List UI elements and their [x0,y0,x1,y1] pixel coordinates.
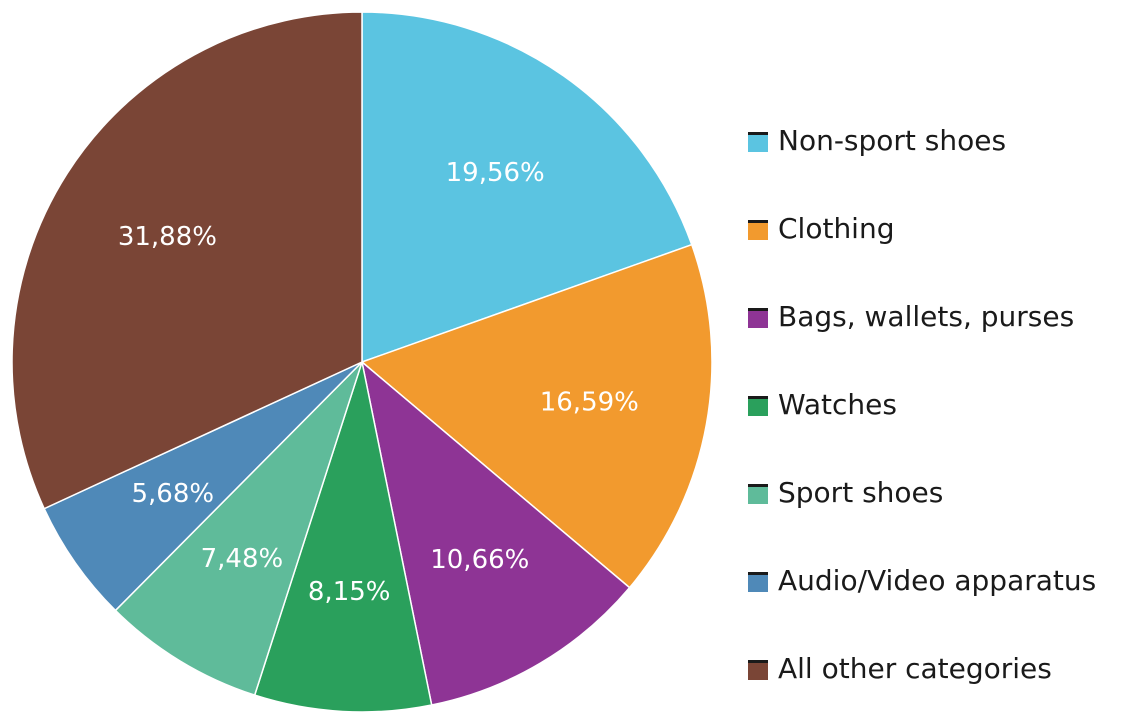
pie-slice-audio-video-apparatus [43,361,363,612]
slice-label-bags-wallets-purses: 10,66% [430,545,529,575]
slice-label-sport-shoes: 7,48% [201,544,284,574]
legend-swatch [748,572,768,592]
legend-swatch-edge [748,484,768,487]
legend-swatch [748,396,768,416]
legend-swatch [748,132,768,152]
legend-swatch-edge [748,572,768,575]
legend-label: Non-sport shoes [778,124,1006,157]
legend-item-clothing: Clothing [748,212,894,245]
legend-item-audio-video-apparatus: Audio/Video apparatus [748,564,1096,597]
legend-item-non-sport-shoes: Non-sport shoes [748,124,1006,157]
slice-label-clothing: 16,59% [540,388,639,418]
legend-label: Bags, wallets, purses [778,300,1074,333]
pie-slices [11,11,713,713]
pie-slice-clothing [360,243,713,589]
pie-slice-all-other-categories [11,11,363,510]
pie-slice-non-sport-shoes [361,11,693,364]
legend-swatch-edge [748,660,768,663]
legend-swatch-edge [748,220,768,223]
legend-swatch-edge [748,132,768,135]
legend-swatch [748,484,768,504]
pie-slice-watches [253,359,433,713]
slice-label-watches: 8,15% [308,577,391,607]
legend-swatch [748,660,768,680]
legend: Non-sport shoes Clothing Bags, wallets, pu… [748,124,1096,685]
legend-label: All other categories [778,652,1052,685]
pie-slice-sport-shoes [114,361,363,697]
slice-label-audio-video-apparatus: 5,68% [131,479,214,509]
pie-slice-bags-wallets-purses [360,360,631,706]
legend-swatch [748,308,768,328]
slice-label-non-sport-shoes: 19,56% [446,158,545,188]
legend-label: Watches [778,388,897,421]
legend-item-all-other-categories: All other categories [748,652,1052,685]
legend-item-sport-shoes: Sport shoes [748,476,943,509]
legend-label: Audio/Video apparatus [778,564,1096,597]
legend-swatch-edge [748,308,768,311]
legend-label: Clothing [778,212,894,245]
legend-swatch [748,220,768,240]
slice-label-all-other-categories: 31,88% [118,222,217,252]
legend-item-watches: Watches [748,388,897,421]
pie-slice-labels: 19,56% 16,59% 10,66% 8,15% 7,48% 5,68% 31,88% [118,158,639,607]
legend-swatch-edge [748,396,768,399]
legend-item-bags-wallets-purses: Bags, wallets, purses [748,300,1074,333]
legend-label: Sport shoes [778,476,943,509]
